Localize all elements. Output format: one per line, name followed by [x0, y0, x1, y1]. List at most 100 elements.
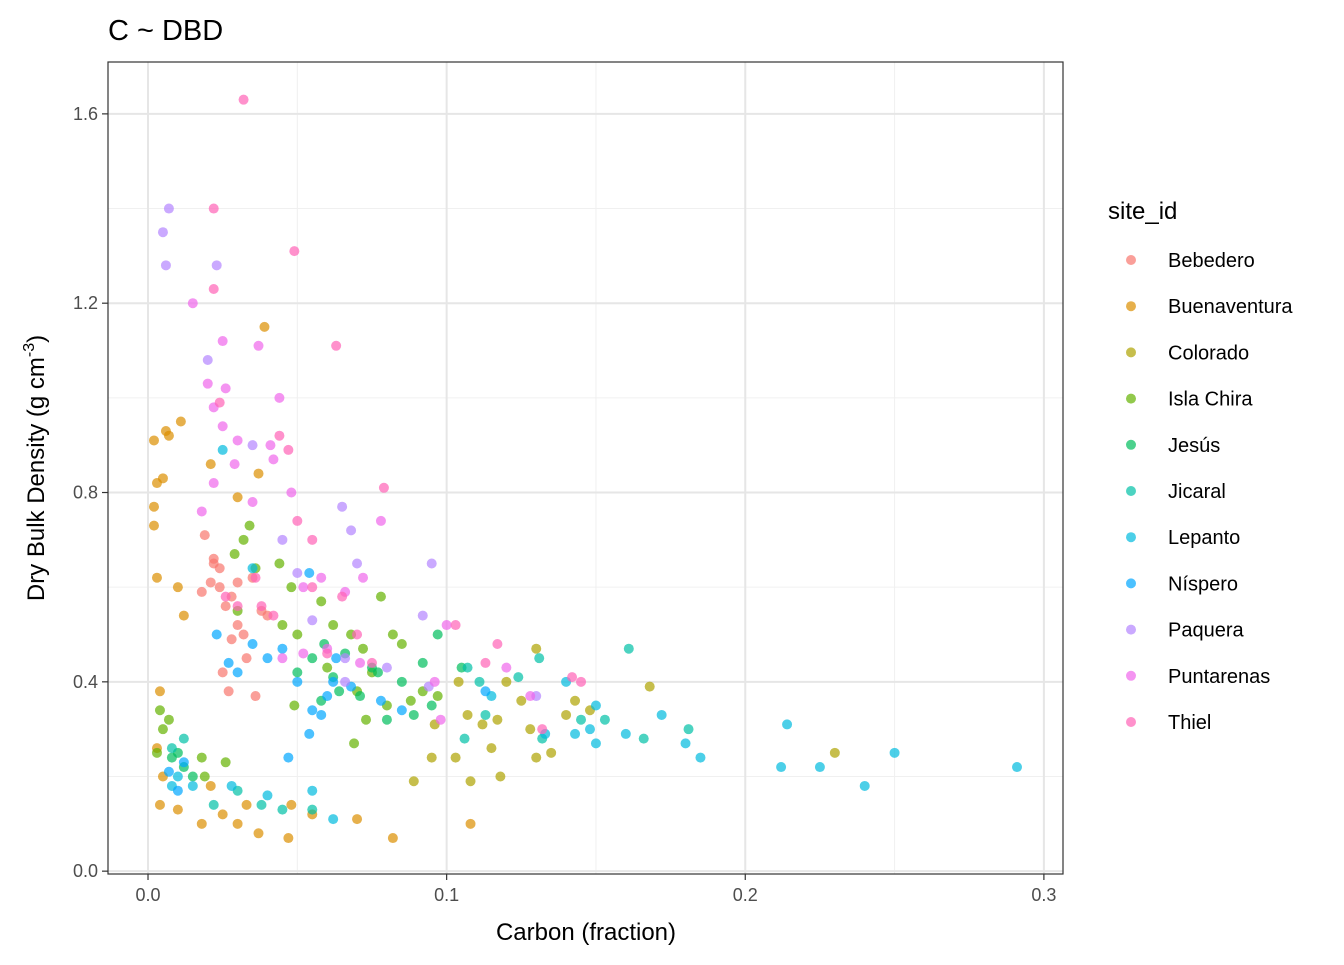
- point: [465, 818, 476, 829]
- point: [208, 553, 219, 564]
- legend-label: Isla Chira: [1168, 389, 1253, 411]
- point: [238, 94, 249, 105]
- point: [247, 638, 258, 649]
- point: [328, 814, 339, 825]
- point: [223, 657, 234, 668]
- point: [304, 728, 315, 739]
- point: [196, 506, 207, 517]
- point: [166, 752, 177, 763]
- point: [584, 724, 595, 735]
- point: [480, 709, 491, 720]
- point: [157, 227, 168, 238]
- legend-marker: [1126, 670, 1136, 681]
- point: [328, 620, 339, 631]
- point: [396, 676, 407, 687]
- point: [160, 260, 171, 271]
- legend-label: Níspero: [1168, 573, 1238, 595]
- point: [599, 714, 610, 725]
- point: [205, 459, 216, 470]
- point: [426, 752, 437, 763]
- point: [450, 620, 461, 631]
- legend-label: Jesús: [1168, 435, 1220, 457]
- point: [232, 667, 243, 678]
- point: [172, 582, 183, 593]
- point: [157, 724, 168, 735]
- point: [223, 686, 234, 697]
- point: [286, 582, 297, 593]
- y-tick-label: 1.2: [73, 293, 98, 313]
- point: [289, 246, 300, 257]
- y-tick-label: 0.4: [73, 672, 98, 692]
- point: [680, 738, 691, 749]
- point: [265, 440, 276, 451]
- legend-label: Buenaventura: [1168, 296, 1293, 318]
- point: [859, 780, 870, 791]
- point: [340, 653, 351, 664]
- point: [322, 691, 333, 702]
- y-axis-label-end: ): [23, 335, 50, 343]
- point: [337, 501, 348, 512]
- point: [292, 629, 303, 640]
- point: [307, 615, 318, 626]
- point: [516, 695, 527, 706]
- point: [283, 752, 294, 763]
- point: [531, 752, 542, 763]
- point: [590, 700, 601, 711]
- point: [232, 435, 243, 446]
- point: [375, 515, 386, 526]
- point: [441, 620, 452, 631]
- legend-label: Bebedero: [1168, 250, 1255, 272]
- point: [304, 567, 315, 578]
- legend-label: Lepanto: [1168, 527, 1240, 549]
- point: [486, 743, 497, 754]
- point: [432, 691, 443, 702]
- point: [623, 643, 634, 654]
- point: [337, 591, 348, 602]
- point: [307, 804, 318, 815]
- x-tick-label: 0.3: [1031, 885, 1056, 905]
- point: [889, 747, 900, 758]
- point: [322, 648, 333, 659]
- point: [683, 724, 694, 735]
- point: [525, 724, 536, 735]
- point: [814, 762, 825, 773]
- point: [352, 629, 363, 640]
- point: [396, 705, 407, 716]
- point: [178, 757, 189, 768]
- point: [253, 468, 264, 479]
- point: [537, 724, 548, 735]
- point: [205, 577, 216, 588]
- point: [241, 653, 252, 664]
- point: [352, 558, 363, 569]
- point: [247, 496, 258, 507]
- point: [253, 340, 264, 351]
- point: [492, 714, 503, 725]
- point: [217, 809, 228, 820]
- point: [531, 643, 542, 654]
- y-tick-label: 1.6: [73, 104, 98, 124]
- point: [590, 738, 601, 749]
- point: [196, 752, 207, 763]
- legend-marker: [1126, 301, 1136, 312]
- point: [187, 298, 198, 309]
- point: [620, 728, 631, 739]
- point: [163, 714, 174, 725]
- point: [417, 657, 428, 668]
- point: [501, 676, 512, 687]
- point: [546, 747, 557, 758]
- point: [307, 705, 318, 716]
- point: [232, 577, 243, 588]
- point: [178, 610, 189, 621]
- point: [432, 629, 443, 640]
- point: [375, 591, 386, 602]
- point: [495, 771, 506, 782]
- point: [462, 709, 473, 720]
- point: [435, 714, 446, 725]
- point: [307, 785, 318, 796]
- x-axis-label: Carbon (fraction): [496, 919, 676, 946]
- point: [695, 752, 706, 763]
- point: [226, 634, 237, 645]
- point: [298, 582, 309, 593]
- point: [211, 260, 222, 271]
- point: [172, 804, 183, 815]
